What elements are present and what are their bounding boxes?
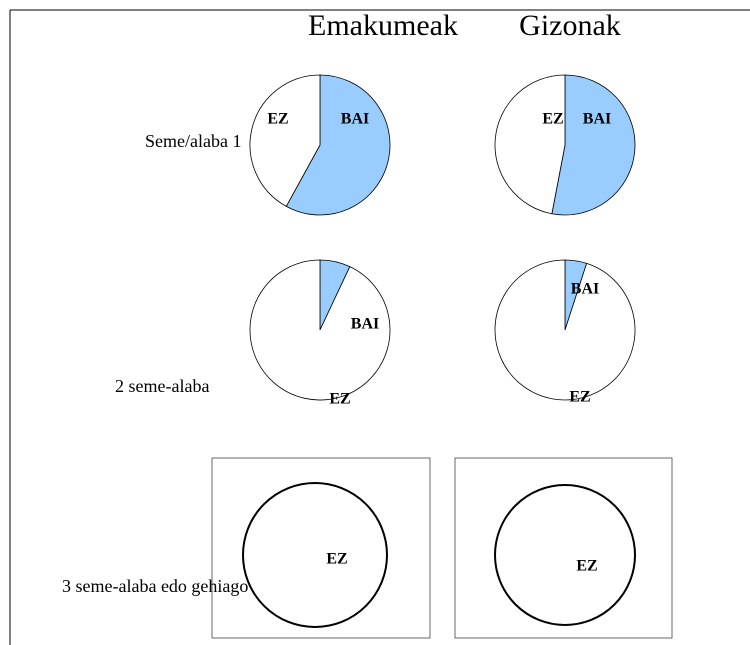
pie-slice xyxy=(249,259,391,401)
pie-slice xyxy=(494,74,566,215)
slice-label: EZ xyxy=(267,111,288,128)
slice-label: BAI xyxy=(341,111,369,128)
pie-slice xyxy=(551,74,636,216)
row-label: 2 seme-alaba xyxy=(115,376,209,396)
pie-slice xyxy=(285,74,391,216)
slice-label: EZ xyxy=(326,551,347,568)
slice-label: EZ xyxy=(542,111,563,128)
pie-slice xyxy=(494,484,636,626)
slice-label: EZ xyxy=(569,389,590,406)
pie-slice xyxy=(242,482,388,628)
plot-frame xyxy=(211,457,431,639)
slice-label: BAI xyxy=(571,281,599,298)
column-header: Emakumeak xyxy=(308,9,458,42)
column-header: Gizonak xyxy=(519,9,621,42)
slice-label: EZ xyxy=(329,391,350,408)
slice-label: BAI xyxy=(583,111,611,128)
plot-frame xyxy=(454,457,673,639)
slice-label: EZ xyxy=(576,558,597,575)
slice-label: BAI xyxy=(351,316,379,333)
pie-slice xyxy=(494,259,636,401)
row-label: Seme/alaba 1 xyxy=(145,131,241,151)
pie-slice xyxy=(249,74,321,207)
row-label: 3 seme-alaba edo gehiago xyxy=(62,576,248,596)
